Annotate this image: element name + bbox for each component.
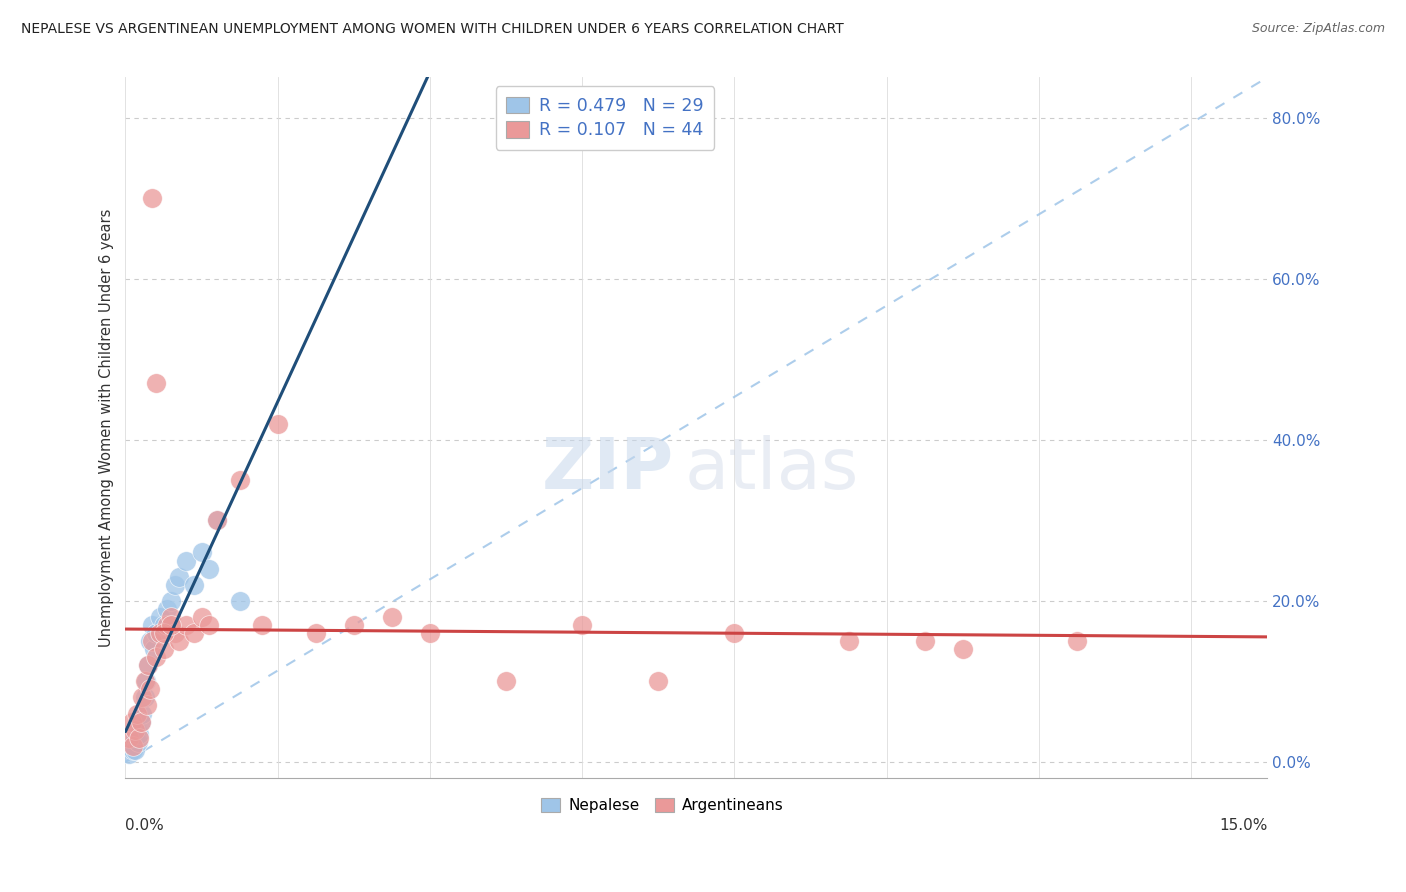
Point: [125, 706, 148, 721]
Point: [135, 674, 157, 689]
Point: [129, 714, 152, 729]
Point: [190, 545, 212, 559]
Point: [952, 642, 974, 657]
Point: [128, 726, 150, 740]
Point: [571, 618, 593, 632]
Point: [160, 610, 183, 624]
Point: [156, 602, 179, 616]
Point: [131, 706, 153, 721]
Point: [124, 743, 146, 757]
Point: [118, 747, 141, 761]
Point: [136, 658, 159, 673]
Point: [183, 626, 205, 640]
Point: [205, 513, 228, 527]
Point: [198, 561, 221, 575]
Point: [419, 626, 441, 640]
Point: [125, 723, 148, 737]
Point: [163, 626, 186, 640]
Point: [121, 714, 143, 729]
Point: [305, 626, 328, 640]
Text: 0.0%: 0.0%: [125, 818, 165, 833]
Point: [343, 618, 366, 632]
Text: ZIP: ZIP: [541, 435, 673, 504]
Point: [167, 569, 190, 583]
Point: [141, 634, 163, 648]
Point: [141, 618, 163, 632]
Point: [145, 650, 167, 665]
Point: [647, 674, 669, 689]
Point: [156, 618, 179, 632]
Point: [122, 743, 145, 757]
Point: [139, 682, 162, 697]
Point: [176, 618, 198, 632]
Point: [118, 731, 141, 745]
Point: [1066, 634, 1088, 648]
Point: [495, 674, 517, 689]
Point: [149, 626, 172, 640]
Point: [124, 723, 146, 737]
Point: [163, 577, 186, 591]
Point: [145, 376, 167, 391]
Point: [143, 642, 166, 657]
Point: [190, 610, 212, 624]
Point: [267, 417, 290, 431]
Point: [228, 473, 250, 487]
Point: [124, 731, 146, 745]
Point: [129, 714, 152, 729]
Point: [141, 191, 163, 205]
Point: [134, 690, 156, 705]
Point: [152, 618, 174, 632]
Point: [381, 610, 404, 624]
Point: [127, 734, 149, 748]
Legend: Nepalese, Argentineans: Nepalese, Argentineans: [534, 791, 790, 820]
Point: [135, 698, 157, 713]
Text: 15.0%: 15.0%: [1219, 818, 1267, 833]
Point: [160, 594, 183, 608]
Point: [160, 618, 183, 632]
Point: [198, 618, 221, 632]
Point: [252, 618, 274, 632]
Point: [167, 634, 190, 648]
Point: [914, 634, 936, 648]
Point: [176, 553, 198, 567]
Point: [131, 690, 153, 705]
Y-axis label: Unemployment Among Women with Children Under 6 years: Unemployment Among Women with Children U…: [100, 209, 114, 647]
Text: atlas: atlas: [685, 435, 859, 504]
Point: [228, 594, 250, 608]
Text: Source: ZipAtlas.com: Source: ZipAtlas.com: [1251, 22, 1385, 36]
Point: [134, 674, 156, 689]
Point: [838, 634, 860, 648]
Point: [136, 658, 159, 673]
Point: [152, 642, 174, 657]
Point: [145, 626, 167, 640]
Point: [121, 739, 143, 753]
Point: [149, 610, 172, 624]
Text: NEPALESE VS ARGENTINEAN UNEMPLOYMENT AMONG WOMEN WITH CHILDREN UNDER 6 YEARS COR: NEPALESE VS ARGENTINEAN UNEMPLOYMENT AMO…: [21, 22, 844, 37]
Point: [183, 577, 205, 591]
Point: [122, 739, 145, 753]
Point: [139, 634, 162, 648]
Point: [128, 731, 150, 745]
Point: [205, 513, 228, 527]
Point: [723, 626, 745, 640]
Point: [152, 626, 174, 640]
